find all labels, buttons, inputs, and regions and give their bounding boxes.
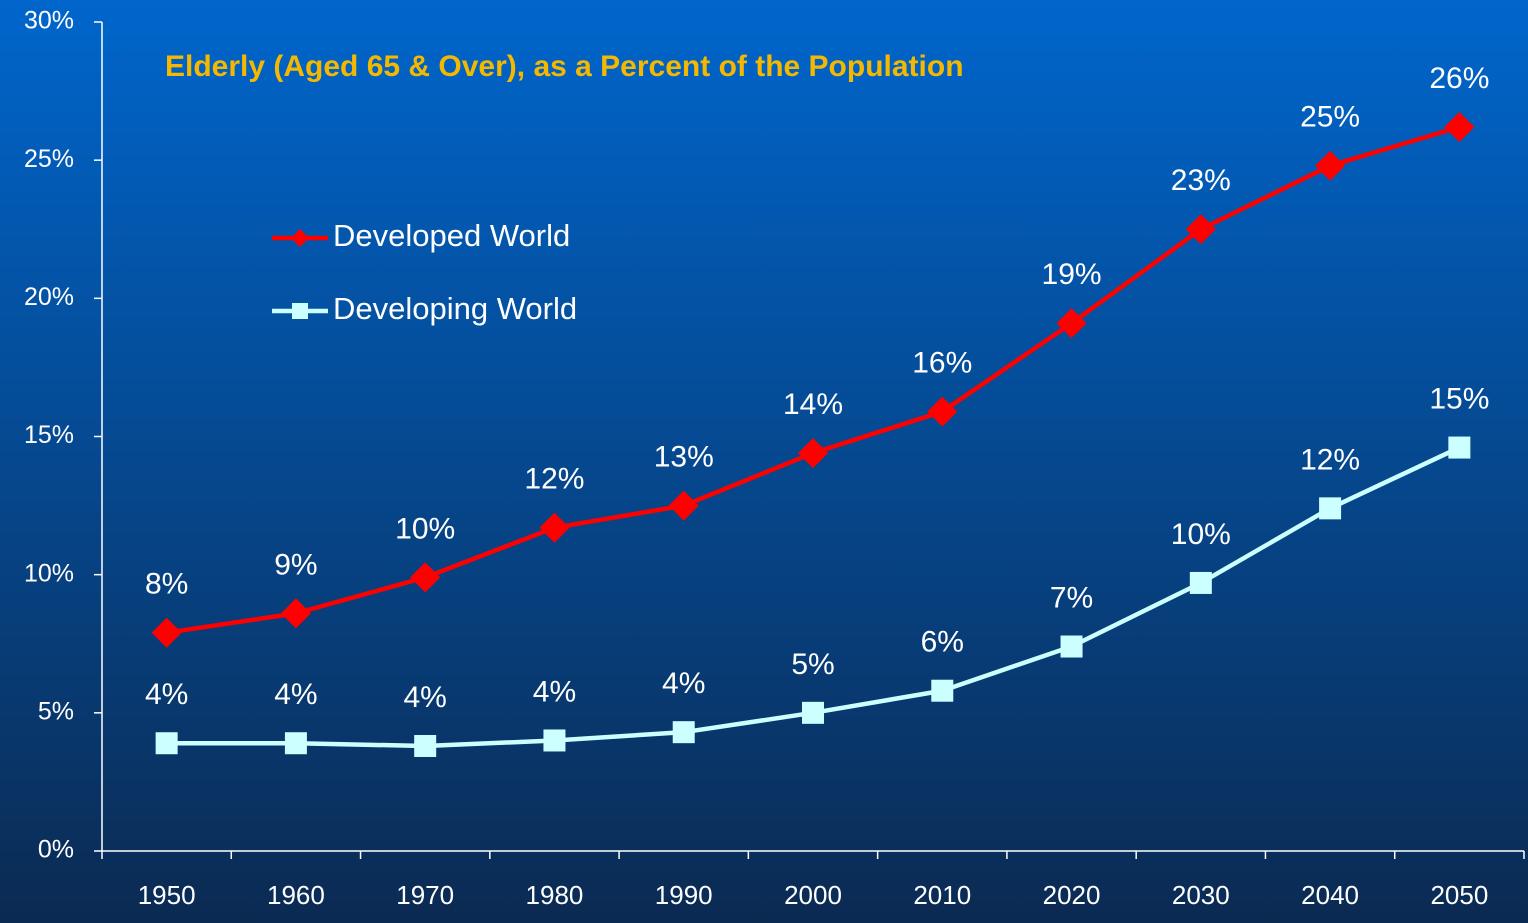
y-tick-label: 10% [24, 559, 74, 587]
y-tick-label: 15% [24, 421, 74, 449]
data-label: 12% [524, 463, 584, 496]
x-tick-label: 1990 [655, 880, 713, 910]
data-label: 16% [912, 347, 972, 380]
data-label: 4% [533, 675, 576, 708]
data-label: 10% [395, 512, 455, 545]
data-point [1448, 436, 1471, 459]
x-tick-label: 2010 [913, 880, 971, 910]
data-label: 19% [1042, 258, 1102, 291]
data-label: 9% [274, 548, 317, 581]
data-point [931, 679, 954, 702]
data-label: 23% [1171, 164, 1231, 197]
data-point [543, 729, 566, 752]
data-point [1315, 150, 1346, 181]
legend-marker [291, 229, 309, 247]
data-label: 8% [145, 568, 188, 601]
data-label: 26% [1429, 62, 1489, 95]
chart-title: Elderly (Aged 65 & Over), as a Percent o… [165, 50, 964, 83]
data-label: 25% [1300, 101, 1360, 134]
legend-marker [292, 303, 308, 319]
y-tick-label: 20% [24, 283, 74, 311]
y-tick-label: 5% [38, 697, 74, 725]
data-point [927, 396, 958, 427]
data-point [1060, 635, 1083, 658]
data-point [1444, 112, 1475, 143]
data-label: 7% [1050, 581, 1093, 614]
data-label: 4% [662, 667, 705, 700]
data-point [798, 438, 828, 469]
data-label: 10% [1171, 518, 1231, 551]
data-point [802, 701, 824, 724]
data-point [672, 721, 695, 744]
data-point [410, 562, 441, 593]
data-point [155, 732, 178, 755]
data-point [1185, 214, 1216, 245]
x-tick-label: 1950 [138, 880, 196, 910]
y-tick-label: 0% [38, 836, 74, 864]
data-label: 12% [1300, 443, 1360, 476]
x-tick-label: 2040 [1301, 880, 1359, 910]
x-tick-label: 1980 [526, 880, 584, 910]
data-label: 4% [274, 678, 317, 711]
data-point [414, 734, 437, 757]
legend-label: Developed World [333, 218, 570, 253]
x-tick-label: 2020 [1043, 880, 1101, 910]
data-label: 14% [783, 388, 843, 421]
data-point [668, 490, 699, 521]
data-point [151, 617, 182, 648]
data-point [1189, 571, 1212, 594]
data-label: 4% [404, 681, 447, 714]
data-point [1319, 497, 1342, 520]
x-tick-label: 2050 [1430, 880, 1488, 910]
data-label: 6% [921, 626, 964, 659]
x-tick-label: 2030 [1172, 880, 1230, 910]
y-tick-label: 25% [24, 145, 74, 173]
data-label: 4% [145, 678, 188, 711]
data-point [284, 732, 307, 755]
x-tick-label: 2000 [784, 880, 842, 910]
data-label: 5% [791, 648, 834, 681]
data-point [1056, 308, 1087, 339]
data-point [280, 598, 311, 629]
x-tick-label: 1960 [267, 880, 325, 910]
x-tick-label: 1970 [396, 880, 454, 910]
data-point [539, 512, 570, 543]
y-tick-label: 30% [24, 7, 74, 35]
legend-label: Developing World [333, 291, 577, 326]
data-label: 13% [654, 441, 714, 474]
data-label: 15% [1429, 382, 1489, 415]
